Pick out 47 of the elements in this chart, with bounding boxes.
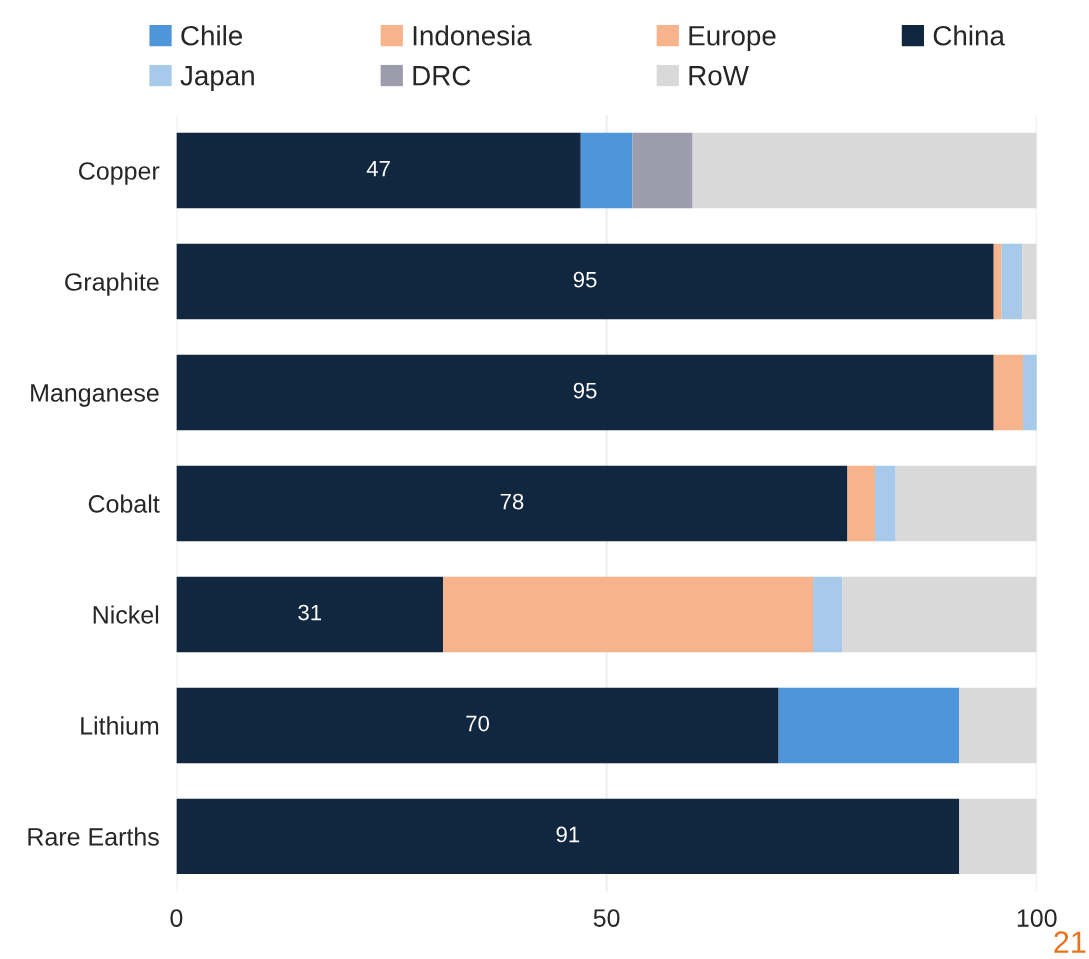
bar: [176, 687, 779, 764]
bar: [176, 132, 581, 209]
legend-label: Indonesia: [413, 25, 532, 46]
bar: [176, 243, 994, 320]
data-label: 47: [366, 161, 390, 177]
x-tick-label: 0: [170, 909, 183, 927]
bar: [874, 465, 896, 542]
bar: [842, 576, 1037, 653]
y-tick-label: Nickel: [93, 605, 159, 624]
bar: [176, 798, 960, 875]
bar: [580, 132, 633, 209]
data-label: 91: [556, 826, 580, 843]
legend-label: DRC: [413, 65, 471, 86]
data-label: 31: [298, 604, 322, 621]
bar: [176, 354, 994, 431]
bar: [959, 687, 1037, 764]
bar: [813, 576, 843, 653]
legend-label: Japan: [180, 66, 254, 91]
y-tick-label: Lithium: [81, 716, 159, 735]
text: 21: [1054, 931, 1086, 953]
bar: [778, 687, 960, 764]
y-tick-label: Cobalt: [88, 494, 160, 513]
legend-label: China: [933, 25, 1005, 46]
bar: [993, 243, 999, 320]
bar: [895, 465, 1037, 542]
bar: [443, 576, 814, 653]
bar: [959, 798, 1037, 875]
bar: [176, 465, 848, 542]
data-label: 95: [573, 382, 597, 399]
y-tick-label: Rare Earths: [28, 827, 159, 846]
x-tick-label: 100: [1017, 909, 1057, 927]
y-tick-label: Copper: [79, 162, 160, 185]
bar: [176, 576, 444, 653]
bar: [692, 132, 1037, 209]
data-label: 70: [466, 715, 490, 732]
bar: [847, 465, 875, 542]
legend-label: Chile: [181, 25, 243, 46]
bar: [1001, 243, 1023, 320]
y-tick-label: Manganese: [31, 384, 159, 407]
data-label: 95: [573, 271, 597, 288]
bar: [632, 132, 693, 209]
legend-label: RoW: [689, 66, 749, 86]
y-tick-label: Graphite: [65, 272, 159, 296]
legend-label: Europe: [689, 26, 776, 52]
data-label: 78: [500, 493, 524, 510]
x-tick-label: 50: [593, 909, 620, 927]
bar: [1022, 243, 1037, 320]
